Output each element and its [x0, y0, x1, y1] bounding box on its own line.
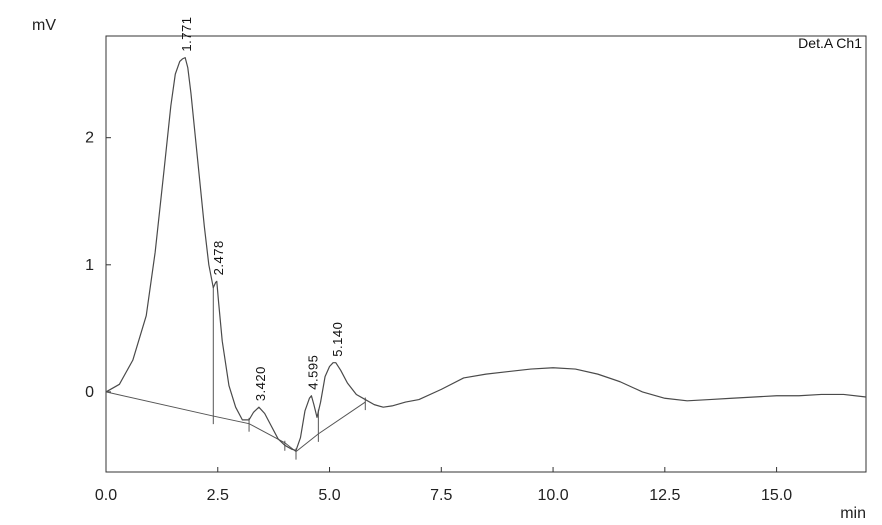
x-tick-label: 15.0 [761, 487, 792, 504]
plot-frame [105, 35, 867, 473]
x-tick-label: 2.5 [207, 487, 229, 504]
x-tick-label: 7.5 [430, 487, 452, 504]
y-tick-label: 1 [85, 257, 94, 274]
peak-label: 1.771 [179, 17, 194, 52]
peak-label: 4.595 [305, 355, 320, 390]
x-tick-label: 0.0 [95, 487, 117, 504]
peak-label: 3.420 [253, 366, 268, 401]
x-tick-label: 5.0 [318, 487, 340, 504]
integration-baseline [105, 391, 366, 453]
peak-label: 5.140 [330, 322, 345, 357]
ticks-layer: 0.0 2.5 5.0 7.5 10.0 12.5 15.0 0 1 2 [85, 130, 792, 504]
x-axis-label: min [840, 505, 866, 522]
x-tick-label: 12.5 [649, 487, 680, 504]
y-tick-label: 0 [85, 384, 94, 401]
chromatogram-trace [105, 57, 867, 451]
y-axis-label: mV [32, 17, 56, 34]
series-layer [105, 57, 867, 451]
y-tick-label: 2 [85, 130, 94, 147]
peak-label: 2.478 [211, 240, 226, 275]
x-tick-label: 10.0 [537, 487, 568, 504]
peaks-layer: 1.771 2.478 3.420 4.595 5.140 [179, 17, 345, 402]
channel-label: Det.A Ch1 [798, 35, 862, 51]
